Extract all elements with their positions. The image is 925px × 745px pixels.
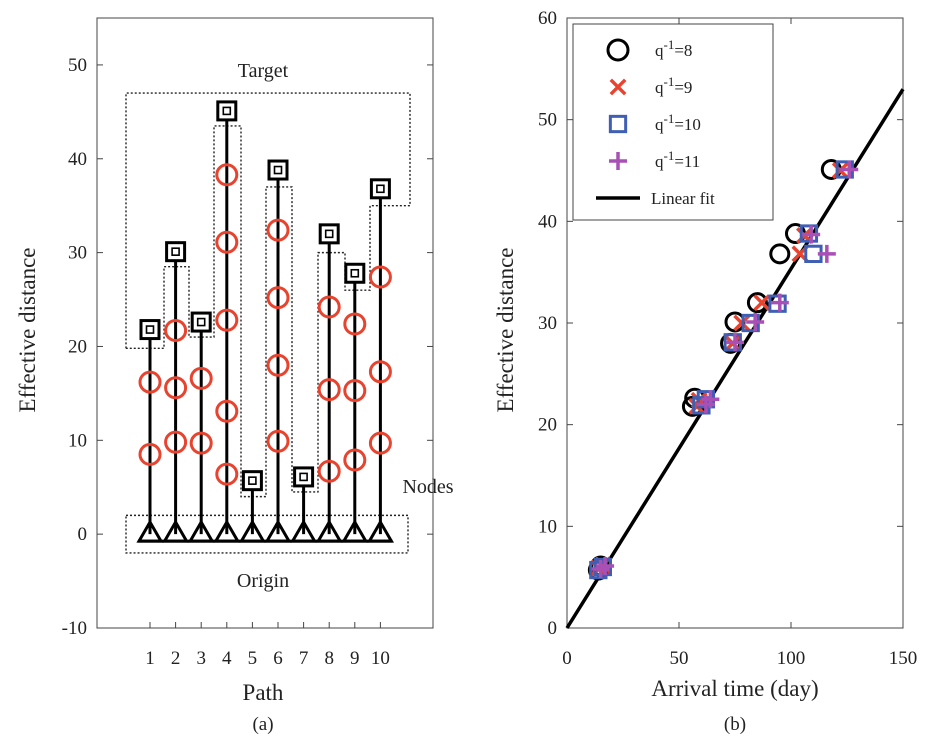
panel-b-y-tick-label: 50 xyxy=(538,110,557,131)
panel-a-y-tick-label: 30 xyxy=(68,243,87,264)
panel-a-label: (a) xyxy=(252,714,273,735)
panel-a-x-tick-label: 8 xyxy=(324,648,334,669)
target-marker xyxy=(295,468,313,486)
panel-a-x-tick-label: 9 xyxy=(350,648,360,669)
target-marker xyxy=(320,225,338,243)
legend-label: Linear fit xyxy=(651,189,715,208)
panel-b-x-tick-label: 150 xyxy=(889,648,918,669)
panel-a-x-tick-label: 3 xyxy=(196,648,206,669)
annotation-target: Target xyxy=(238,60,289,82)
target-marker xyxy=(218,102,236,120)
panel-b-y-tick-label: 10 xyxy=(538,516,557,537)
panel-b-x-tick-label: 0 xyxy=(562,648,572,669)
target-marker xyxy=(167,243,185,261)
target-marker xyxy=(269,161,287,179)
target-marker xyxy=(192,313,210,331)
panel-b-y-axis-label: Effective distance xyxy=(493,248,518,413)
panel-a-y-tick-label: 40 xyxy=(68,149,87,170)
target-marker xyxy=(243,472,261,490)
panel-a-x-tick-label: 1 xyxy=(145,648,155,669)
panel-a-x-tick-label: 2 xyxy=(171,648,181,669)
target-marker xyxy=(346,264,364,282)
panel-a-x-tick-label: 4 xyxy=(222,648,232,669)
legend-label: q-1=8 xyxy=(655,37,692,60)
panel-a-y-tick-label: 50 xyxy=(68,55,87,76)
annotation-origin: Origin xyxy=(237,570,289,592)
panel-a-y-tick-label: 10 xyxy=(68,430,87,451)
target-marker xyxy=(371,180,389,198)
panel-a-x-tick-label: 10 xyxy=(371,648,390,669)
panel-a-x-tick-label: 5 xyxy=(248,648,258,669)
legend: q-1=8 q-1=9 q-1=10 q-1=11 Linear fit xyxy=(573,24,773,220)
legend-label: q-1=9 xyxy=(655,74,692,97)
annotation-nodes: Nodes xyxy=(402,476,453,498)
panel-b-label: (b) xyxy=(724,714,746,735)
panel-b-x-axis-label: Arrival time (day) xyxy=(651,676,818,701)
panel-a-x-axis-label: Path xyxy=(243,680,284,705)
panel-b-y-tick-label: 60 xyxy=(538,8,557,29)
panel-b-chart: 0 10 20 30 40 50 60 0 50 100 150 q-1=8 q-1=9 q-1=10… xyxy=(493,8,917,735)
panel-a-x-tick-label: 6 xyxy=(273,648,283,669)
panel-b-x-tick-label: 50 xyxy=(670,648,689,669)
target-marker xyxy=(141,321,159,339)
panel-b-y-tick-label: 20 xyxy=(538,415,557,436)
panel-a-y-tick-label: -10 xyxy=(62,618,87,639)
panel-b-y-tick-label: 40 xyxy=(538,211,557,232)
legend-label: q-1=11 xyxy=(655,148,700,171)
panel-a-y-tick-label: 0 xyxy=(78,524,88,545)
panel-b-y-tick-label: 0 xyxy=(548,618,558,639)
panel-b-y-tick-label: 30 xyxy=(538,313,557,334)
panel-a-y-tick-label: 20 xyxy=(68,336,87,357)
panel-a-x-tick-label: 7 xyxy=(299,648,309,669)
panel-a-x-ticks: 1 2 3 4 5 6 7 8 9 10 xyxy=(145,622,390,669)
legend-label: q-1=10 xyxy=(655,111,701,134)
panel-b-x-tick-label: 100 xyxy=(777,648,806,669)
panel-a-y-axis-label: Effective distance xyxy=(15,248,40,413)
